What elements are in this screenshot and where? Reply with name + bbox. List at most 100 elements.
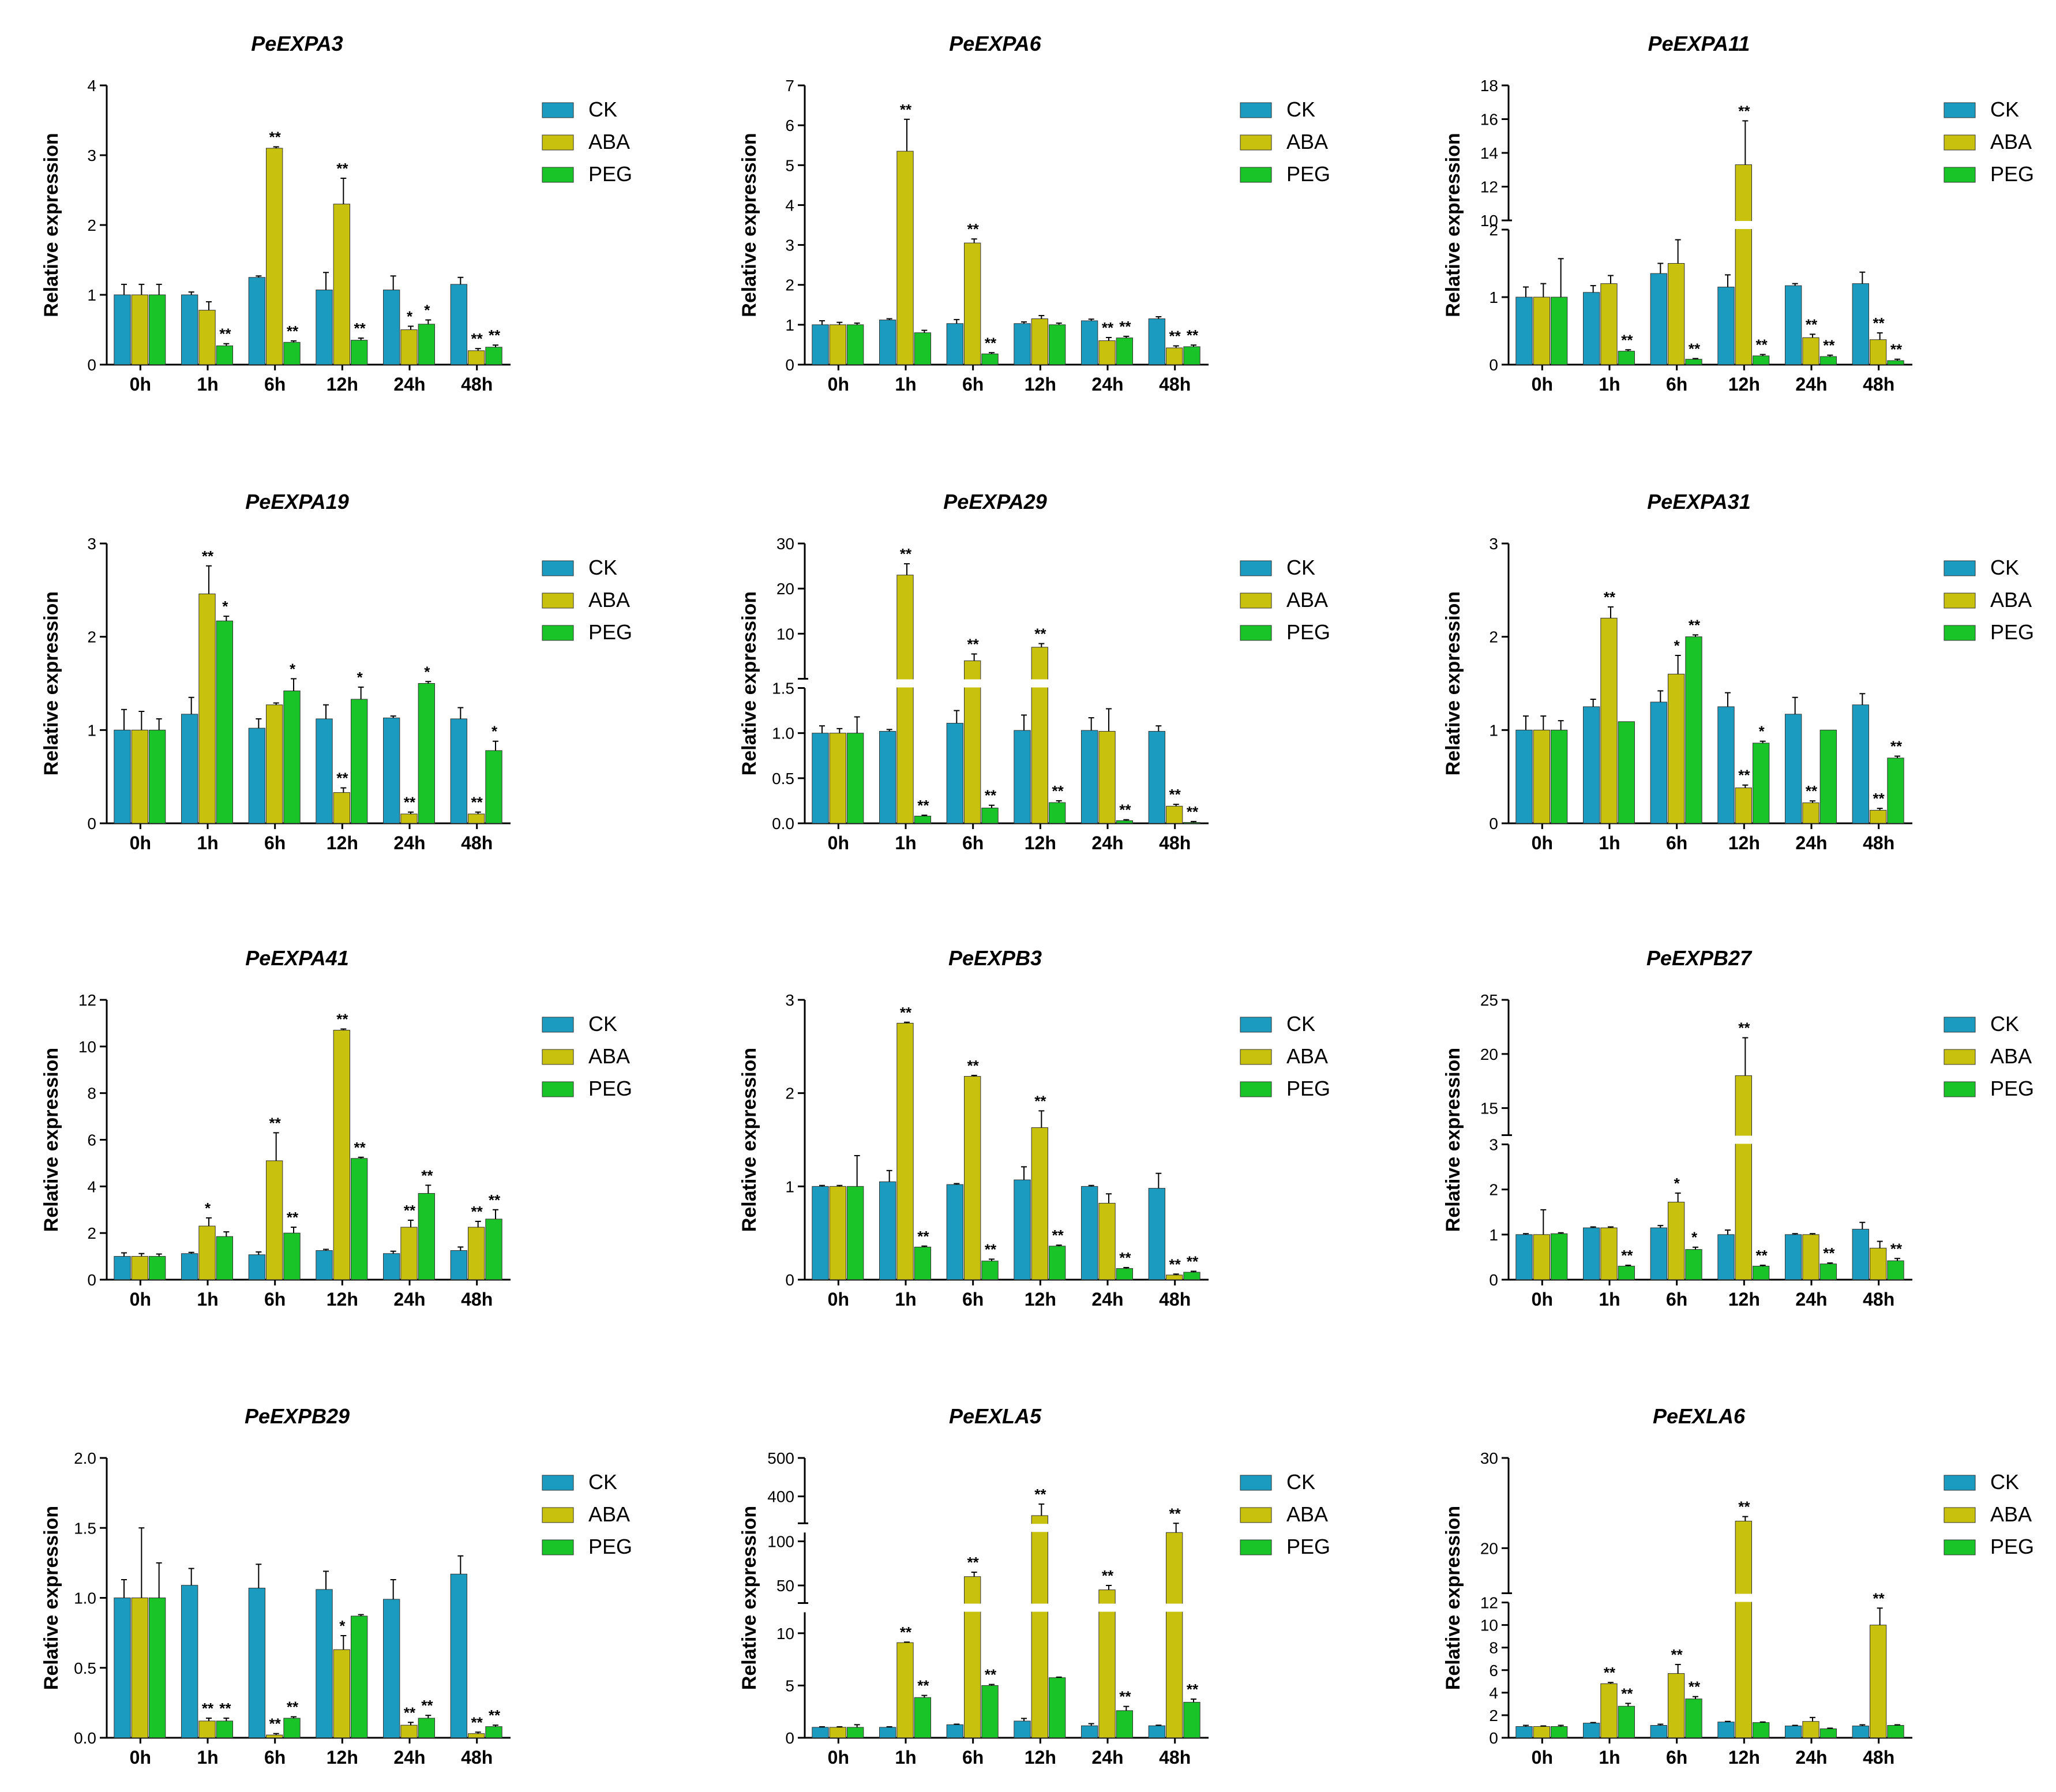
chart-title: PeEXPA3 [251,32,343,55]
bar-aba-1h [1600,617,1618,824]
significance-mark: ** [985,1666,997,1684]
legend-swatch-aba [1944,593,1976,609]
bar-peg-12h [1753,1266,1770,1280]
x-tick-label: 12h [1728,1289,1760,1310]
y-tick-label: 6 [87,1131,96,1149]
legend-label-aba: ABA [588,1044,630,1068]
significance-mark: ** [1890,341,1903,358]
bar-peg-1h [1618,1705,1635,1738]
bar-peg-6h [283,1232,301,1280]
significance-mark: ** [489,1707,501,1724]
significance-mark: ** [1604,588,1616,606]
y-tick-label: 10 [78,1038,96,1056]
legend-label-peg: PEG [588,1535,632,1558]
significance-mark: ** [900,1004,912,1021]
y-tick-label: 3 [785,237,794,254]
significance-mark: * [205,1199,211,1217]
y-axis-label: Relative expression [40,1048,62,1232]
bar-peg-24h [1819,1728,1837,1738]
x-tick-label: 0h [1532,374,1553,395]
bar-peg-12h [351,1158,368,1280]
significance-mark: ** [1119,1249,1131,1266]
bar-peg-12h [1753,743,1770,824]
significance-mark: * [492,723,498,740]
significance-mark: ** [917,1228,929,1245]
y-axis-label: Relative expression [1442,1506,1464,1690]
significance-mark: ** [1621,331,1633,348]
bar-peg-24h [1819,729,1837,824]
legend-label-ck: CK [588,556,617,579]
y-tick-label: 50 [776,1577,794,1595]
significance-mark: ** [471,794,483,811]
bar-peg-24h [418,683,436,824]
x-tick-label: 6h [264,833,286,853]
bar-ck-1h [879,731,896,824]
bar-ck-48h [1148,1725,1165,1738]
y-tick-label: 1 [785,316,794,334]
bar-break-gap [1098,1603,1116,1612]
x-tick-label: 1h [197,1747,218,1768]
y-tick-label: 3 [1489,535,1498,553]
significance-mark: ** [1621,1685,1633,1702]
y-tick-label: 4 [87,1178,96,1195]
y-axis-label: Relative expression [1442,133,1464,317]
significance-mark: ** [1671,1646,1683,1663]
bar-ck-6h [248,1588,265,1738]
x-tick-label: 1h [895,833,916,853]
bar-ck-6h [1650,1227,1668,1280]
significance-mark: ** [917,797,929,814]
x-tick-label: 48h [1863,833,1894,853]
bar-ck-24h [1785,1234,1802,1280]
bar-peg-48h [1887,1725,1904,1738]
chart-peexpa6: PeEXPA6 Relative expression 0 1 2 3 4 5 6 7 0h 1h **… [738,32,1330,395]
bar-aba-1h [896,151,914,365]
bar-peg-12h [351,699,368,824]
y-tick-label: 12 [1480,178,1498,196]
significance-mark: ** [1169,786,1181,803]
bar-ck-6h [1650,273,1668,365]
legend-swatch-peg [1944,625,1976,641]
y-tick-label: 0 [1489,815,1498,833]
x-tick-label: 6h [962,833,984,853]
y-tick-label: 0 [87,356,96,374]
significance-mark: ** [1052,782,1064,800]
significance-mark: ** [1738,767,1750,784]
significance-mark: * [424,302,430,319]
x-tick-label: 0h [130,1747,151,1768]
bar-ck-48h [450,284,468,365]
bar-aba-0h [829,1727,846,1738]
x-tick-label: 12h [1025,1747,1056,1768]
chart-title: PeEXPA31 [1647,490,1750,513]
bar-peg-12h [351,1615,368,1738]
y-tick-label: 2 [785,276,794,294]
x-tick-label: 0h [828,374,849,395]
x-tick-label: 6h [264,374,286,395]
significance-mark: ** [202,1700,214,1717]
y-tick-label: 0 [785,356,794,374]
bar-peg-24h [418,1193,436,1280]
y-tick-label: 10 [1480,1617,1498,1634]
bar-ck-1h [181,1585,198,1738]
bar-ck-24h [383,1599,400,1738]
x-tick-label: 24h [1795,374,1827,395]
bar-aba-24h [1098,731,1116,824]
legend-swatch-aba [542,593,574,609]
legend-label-peg: PEG [1990,620,2034,644]
bar-ck-12h [316,290,333,365]
x-tick-label: 1h [895,374,916,395]
legend-label-aba: ABA [588,130,630,153]
bar-ck-0h [812,1727,829,1738]
significance-mark: ** [967,1554,980,1571]
bar-aba-24h [1802,1234,1819,1280]
legend-swatch-peg [542,1081,574,1097]
significance-mark: ** [1689,616,1701,633]
y-tick-label: 18 [1480,77,1498,95]
x-tick-label: 12h [327,833,358,853]
legend-swatch-peg [542,625,574,641]
bar-peg-6h [981,353,999,365]
chart-peexla6: PeEXLA6 Relative expression 0 2 4 6 8 10 12 20 30 0… [1442,1404,2034,1768]
bar-aba-1h [198,1225,216,1280]
y-tick-label: 4 [785,196,794,214]
bar-break-gap [1031,1603,1049,1612]
legend-swatch-aba [542,1049,574,1065]
